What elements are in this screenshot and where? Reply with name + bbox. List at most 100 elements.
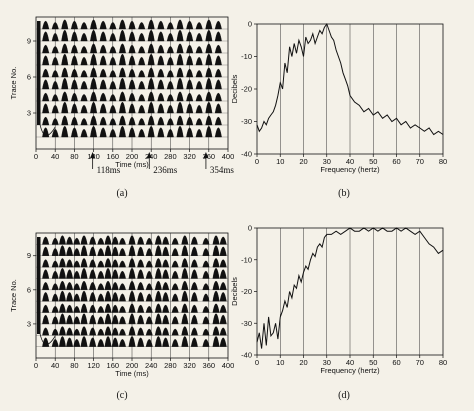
panel-a-wavelet bbox=[138, 46, 146, 54]
panel-a-wavelet bbox=[147, 19, 155, 30]
panel-c-wavelet bbox=[58, 280, 66, 290]
panel-a-wavelet bbox=[138, 129, 146, 138]
panel-c-wavelet bbox=[162, 246, 170, 256]
panel-a-wavelet bbox=[128, 55, 136, 66]
panel-a-wavelet bbox=[128, 31, 136, 42]
panel-a-wavelet bbox=[109, 118, 117, 126]
panel-c-wavelet bbox=[73, 306, 81, 313]
panel-a-wavelet bbox=[80, 94, 88, 102]
panel-d-label: (d) bbox=[338, 390, 350, 401]
panel-a-wavelet bbox=[70, 20, 78, 30]
panel-c-wavelet bbox=[181, 268, 189, 279]
panel-c-wavelet bbox=[154, 280, 162, 290]
panel-c-wavelet bbox=[97, 270, 105, 279]
panel-b-xtick-label: 50 bbox=[369, 157, 377, 166]
panel-a-xlabel: Time (ms) bbox=[115, 160, 149, 169]
panel-c-wavelet bbox=[51, 283, 59, 290]
panel-a-wavelet bbox=[109, 22, 117, 30]
panel-a-wavelet bbox=[147, 29, 155, 42]
panel-b-label: (b) bbox=[338, 188, 350, 199]
panel-a-wavelet bbox=[214, 55, 222, 66]
panel-c-wavelet bbox=[80, 290, 88, 302]
panel-a-wavelet bbox=[90, 43, 98, 54]
panel-a-wavelet bbox=[128, 116, 136, 126]
panel-c-wavelet bbox=[128, 326, 136, 336]
panel-a-xtick-label: 80 bbox=[70, 152, 78, 161]
panel-c-wavelet bbox=[89, 269, 97, 279]
panel-c-xtick-label: 40 bbox=[51, 361, 59, 370]
panel-a-wavelet bbox=[205, 43, 213, 54]
panel-a-wavelet bbox=[42, 68, 50, 78]
panel-a-wavelet bbox=[90, 77, 98, 90]
panel-a-wavelet bbox=[70, 55, 78, 66]
panel-b-ytick-label: -30 bbox=[241, 117, 252, 126]
panel-a-wavelet bbox=[118, 67, 126, 78]
panel-c-wavelet bbox=[42, 282, 50, 290]
panel-a-wavelet bbox=[70, 68, 78, 78]
panel-c-wavelet bbox=[181, 303, 189, 313]
panel-a-ylabel: Trace No. bbox=[9, 67, 18, 100]
panel-a-wavelet bbox=[186, 79, 194, 90]
panel-a-wavelet bbox=[147, 91, 155, 102]
panel-c-ytick-label: 3 bbox=[27, 319, 31, 328]
panel-c-wavelet bbox=[128, 290, 136, 302]
panel-c-wavelet bbox=[89, 236, 97, 245]
panel-a-wavelet bbox=[80, 118, 88, 126]
panel-c-wavelet bbox=[73, 293, 81, 302]
panel-c-wavelet bbox=[190, 246, 198, 256]
panel-c-wavelet bbox=[73, 270, 81, 279]
panel-a-wavelet bbox=[128, 92, 136, 102]
panel-c-wavelet bbox=[202, 283, 210, 290]
panel-c-wavelet bbox=[104, 290, 112, 302]
panel-c-wavelet bbox=[58, 290, 66, 302]
panel-c-wavelet bbox=[58, 268, 66, 279]
panel-a-wavelet bbox=[205, 67, 213, 78]
panel-c-wavelet bbox=[42, 246, 50, 256]
panel-c-wavelet bbox=[128, 313, 136, 325]
panel-c-wavelet bbox=[181, 313, 189, 325]
panel-c-wavelet bbox=[89, 304, 97, 313]
panel-c-wavelet bbox=[171, 339, 179, 347]
panel-d-ytick-label: -30 bbox=[241, 319, 252, 328]
panel-a-wavelet bbox=[80, 70, 88, 78]
panel-c-wavelet bbox=[190, 282, 198, 290]
panel-a-wavelet bbox=[214, 79, 222, 90]
panel-d-ylabel: Decibels bbox=[230, 277, 239, 306]
panel-a-wavelet bbox=[138, 22, 146, 30]
panel-c-wavelet bbox=[219, 292, 227, 302]
panel-a-wavelet bbox=[147, 43, 155, 54]
panel-c-wavelet bbox=[128, 303, 136, 313]
panel-c-wavelet bbox=[181, 336, 189, 347]
panel-c-wavelet bbox=[89, 292, 97, 302]
panel-a-wavelet bbox=[70, 103, 78, 114]
panel-a-wavelet bbox=[51, 129, 59, 138]
panel-a-wavelet bbox=[61, 77, 69, 90]
panel-a-annotation-label: 118ms bbox=[97, 165, 121, 175]
panel-c-wavelet bbox=[162, 327, 170, 336]
panel-c-wavelet bbox=[73, 339, 81, 347]
panel-a-xtick-label: 200 bbox=[126, 152, 139, 161]
panel-c-xtick-label: 320 bbox=[183, 361, 196, 370]
panel-c-wavelet bbox=[202, 328, 210, 336]
panel-c-wavelet bbox=[104, 336, 112, 347]
panel-c-wavelet bbox=[137, 259, 145, 268]
panel-c-wavelet bbox=[128, 280, 136, 290]
panel-c-wavelet bbox=[42, 314, 50, 325]
panel-a-wavelet bbox=[157, 44, 165, 54]
panel-c-wavelet bbox=[111, 259, 119, 268]
panel-a-wavelet bbox=[176, 43, 184, 54]
panel-a-wavelet bbox=[90, 101, 98, 114]
panel-a-wavelet bbox=[80, 81, 88, 90]
panel-c-wavelet bbox=[190, 269, 198, 279]
panel-a-wavelet bbox=[61, 115, 69, 126]
panel-a-wavelet bbox=[118, 101, 126, 114]
panel-c-wavelet bbox=[89, 246, 97, 256]
panel-a-wavelet bbox=[147, 115, 155, 126]
panel-c-xlabel: Time (ms) bbox=[115, 369, 149, 378]
panel-c-wavelet bbox=[73, 283, 81, 290]
panel-c-wavelet bbox=[137, 292, 145, 302]
panel-b-ytick-label: -20 bbox=[241, 85, 252, 94]
panel-a-wavelet bbox=[128, 79, 136, 90]
panel-a-wavelet bbox=[51, 105, 59, 114]
panel-a-wavelet bbox=[109, 94, 117, 102]
